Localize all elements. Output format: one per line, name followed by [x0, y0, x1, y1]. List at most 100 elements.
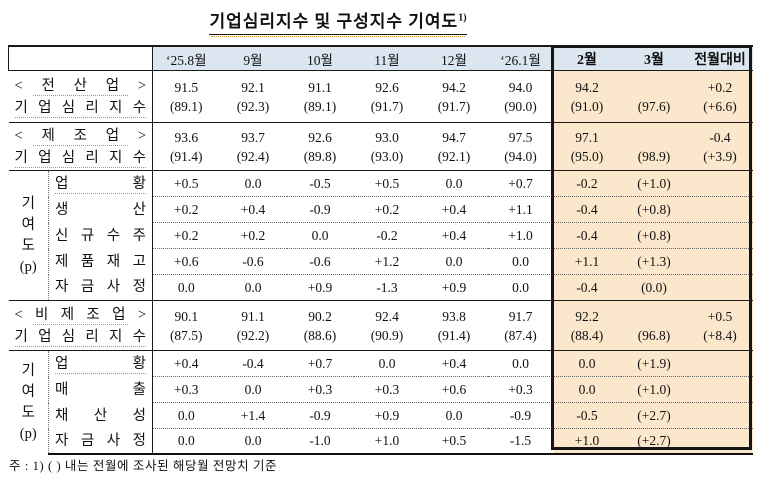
value-cell: -0.2 — [353, 222, 421, 249]
value-cell-highlight: (96.8) — [620, 300, 688, 351]
value-cell: -0.6 — [286, 248, 354, 275]
value-cell-highlight: (0.0) — [620, 274, 688, 301]
value-cell: +0.3 — [152, 376, 220, 403]
value-cell: 93.6 (91.4) — [152, 122, 220, 171]
table-row-contribution: 자 금 사 정 0.0 0.0 +0.9 -1.3 +0.9 0.0 -0.4 … — [9, 274, 753, 301]
value-cell: 0.0 — [219, 376, 287, 403]
value-cell: -1.5 — [487, 428, 554, 455]
title-footnote-marker: 1) — [458, 12, 467, 24]
value-cell: -1.3 — [353, 274, 421, 301]
component-name: 업 황 — [55, 175, 146, 192]
value-cell: -0.4 — [219, 350, 287, 377]
forecast-value: (91.7) — [437, 98, 471, 114]
component-name: 업 황 — [55, 355, 146, 372]
value-cell-highlight: -0.4 — [553, 196, 621, 223]
row-label: 업 황 — [48, 350, 153, 377]
value-cell: 91.7 (87.4) — [487, 300, 554, 351]
value-cell: 90.2 (88.6) — [286, 300, 354, 351]
forecast-value: (92.4) — [236, 148, 270, 164]
row-label: 자 금 사 정 — [48, 428, 153, 455]
forecast-value: (89.8) — [303, 148, 337, 164]
column-header-highlight: 2월 — [553, 45, 621, 71]
table-row-contribution: 생 산 +0.2 +0.4 -0.9 +0.2 +0.4 +1.1 -0.4 (… — [9, 196, 753, 223]
value-cell-highlight — [687, 376, 753, 403]
value-cell: -1.0 — [286, 428, 354, 455]
value-cell-highlight: (97.6) — [620, 70, 688, 123]
section-name: 기 업 심 리 지 수 — [14, 99, 147, 116]
index-value: 92.2 — [575, 308, 599, 324]
value-cell-highlight: +1.1 — [553, 248, 621, 275]
value-cell: 94.0 (90.0) — [488, 71, 554, 123]
value-cell: 94.2 (91.7) — [421, 71, 488, 123]
index-value: 94.2 — [575, 79, 599, 95]
value-cell: 91.1 (89.1) — [287, 71, 354, 123]
value-cell: 91.5 (89.1) — [153, 71, 220, 123]
value-cell: +0.2 — [152, 196, 220, 223]
value-cell: +0.2 — [353, 196, 421, 223]
table-row-contribution: 채 산 성 0.0 +1.4 -0.9 +0.9 0.0 -0.9 -0.5 (… — [9, 402, 753, 429]
value-cell: +1.4 — [219, 402, 287, 429]
value-cell-highlight: (+1.0) — [620, 376, 688, 403]
forecast-value: (92.2) — [236, 327, 270, 343]
value-cell: +1.1 — [487, 196, 554, 223]
value-cell: 0.0 — [420, 402, 488, 429]
table-row-contribution: 자 금 사 정 0.0 0.0 -1.0 +1.0 +0.5 -1.5 +1.0… — [9, 428, 753, 455]
value-cell-highlight: +0.2 (+6.6) — [687, 70, 753, 123]
forecast-value: (89.1) — [169, 98, 203, 114]
index-value: 94.7 — [442, 129, 466, 145]
forecast-value: (98.9) — [637, 148, 671, 164]
row-label: 제 품 재 고 — [48, 248, 153, 275]
row-label: 업 황 — [48, 170, 153, 197]
value-cell: +0.2 — [152, 222, 220, 249]
value-cell-highlight: (+2.7) — [620, 402, 688, 429]
index-value: +0.2 — [707, 79, 733, 95]
forecast-value: (94.0) — [504, 148, 537, 164]
title-text: 기업심리지수 및 구성지수 기여도 — [209, 12, 459, 31]
value-cell-highlight: -0.4 (+3.9) — [687, 122, 753, 171]
value-cell-highlight — [687, 350, 753, 377]
forecast-value: (88.6) — [303, 327, 337, 343]
index-value: 90.2 — [308, 308, 332, 324]
forecast-value: (91.4) — [437, 327, 471, 343]
value-cell: 93.0 (93.0) — [353, 122, 421, 171]
value-cell-highlight: 92.2 (88.4) — [553, 300, 621, 351]
forecast-value: (89.1) — [303, 98, 337, 114]
value-cell-highlight: (+1.3) — [620, 248, 688, 275]
index-value: 91.1 — [308, 79, 332, 95]
row-label: 매 출 — [48, 376, 153, 403]
page-title: 기업심리지수 및 구성지수 기여도1) — [0, 7, 718, 37]
index-value: 97.5 — [508, 129, 533, 145]
index-value: 92.6 — [375, 79, 399, 95]
column-header: 9월 — [219, 45, 287, 71]
value-cell: 0.0 — [487, 274, 554, 301]
value-cell-highlight: (98.9) — [620, 122, 688, 171]
group-label-char: 도 — [21, 238, 35, 254]
forecast-value: (+8.4) — [703, 327, 737, 343]
group-label-char: (p) — [19, 259, 37, 275]
value-cell: +0.9 — [420, 274, 488, 301]
component-name: 신 규 수 주 — [55, 227, 146, 244]
table-row-contribution: 매 출 +0.3 0.0 +0.3 +0.3 +0.6 +0.3 0.0 (+1… — [9, 376, 753, 403]
value-cell: 92.6 (91.7) — [354, 71, 421, 123]
index-value: 90.1 — [174, 308, 199, 324]
value-cell: +0.9 — [286, 274, 354, 301]
forecast-value: (90.9) — [370, 327, 404, 343]
group-label-char: (p) — [19, 426, 37, 442]
forecast-value: (95.0) — [570, 148, 604, 164]
group-label-char: 도 — [21, 405, 35, 421]
index-value: 94.0 — [508, 79, 533, 95]
row-label: < 비 제 조 업 > 기 업 심 리 지 수 — [8, 300, 153, 351]
value-cell: +0.6 — [420, 376, 488, 403]
index-value: 97.1 — [575, 129, 599, 145]
value-cell: +0.5 — [152, 170, 220, 197]
index-value: 91.7 — [508, 308, 533, 324]
table-row-non-manufacturing: < 비 제 조 업 > 기 업 심 리 지 수 90.1 (87.5) 91.1 (… — [8, 300, 753, 351]
value-cell: +0.7 — [487, 170, 554, 197]
value-cell: +1.0 — [487, 222, 554, 249]
forecast-value: (88.4) — [570, 327, 604, 343]
group-label-char: 기 — [21, 196, 35, 212]
index-value: 93.8 — [442, 308, 466, 324]
index-value: 93.6 — [174, 129, 199, 145]
component-name: 생 산 — [55, 201, 146, 218]
value-cell: 0.0 — [219, 170, 287, 197]
